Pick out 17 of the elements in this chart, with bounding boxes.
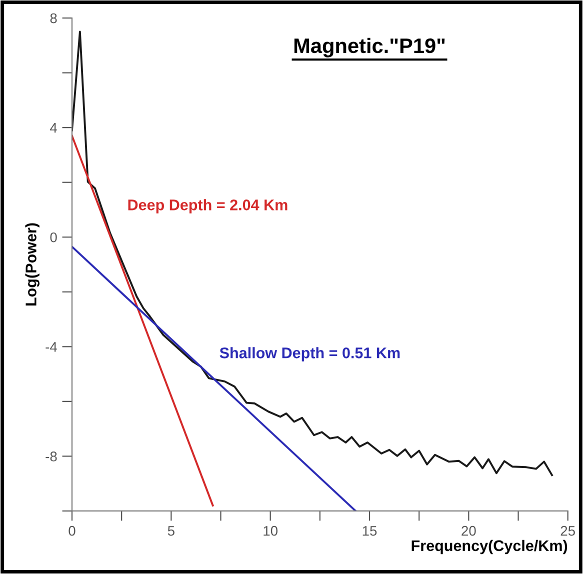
y-tick-label: -4 (46, 342, 58, 352)
x-tick-label: 0 (68, 526, 76, 536)
x-axis-title: Frequency(Cycle/Km) (412, 540, 568, 554)
y-tick-label: -8 (46, 452, 57, 462)
y-tick-label: 0 (50, 232, 57, 242)
x-tick-label: 20 (462, 526, 476, 536)
x-tick-label: 25 (560, 526, 575, 536)
text: Magnetic."P19" (294, 38, 445, 58)
x-tick-label: 10 (264, 526, 278, 536)
x-tick-label: 5 (168, 526, 174, 536)
y-tick-label: 4 (50, 123, 58, 133)
series-label: Deep Depth = 2.04 Km (128, 199, 288, 214)
y-tick-label: 8 (50, 13, 57, 24)
x-tick-label: 15 (362, 526, 377, 536)
y-axis-title: Log(Power) (25, 223, 40, 306)
line-series (72, 30, 553, 476)
series-label: Shallow Depth = 0.51 Km (220, 347, 400, 362)
